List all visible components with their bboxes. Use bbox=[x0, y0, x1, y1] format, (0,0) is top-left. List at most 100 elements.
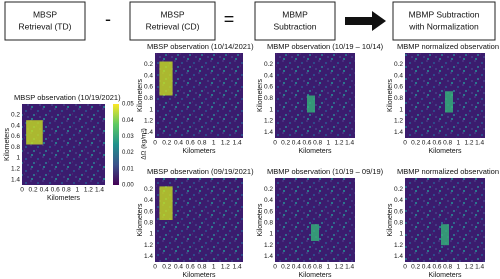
y-axis-label: Kilometers bbox=[137, 78, 144, 112]
y-tick-label: 1.4 bbox=[394, 253, 403, 260]
y-tick-label: 0.2 bbox=[394, 61, 403, 68]
x-tick-label: 0.6 bbox=[302, 264, 311, 271]
colorbar-label: ΔΩ (kg/m²) bbox=[141, 128, 148, 160]
arrow bbox=[345, 11, 386, 31]
y-tick-label: 0.2 bbox=[144, 186, 153, 193]
x-axis-label: Kilometers bbox=[298, 148, 332, 155]
step-box bbox=[4, 1, 86, 41]
y-tick-label: 0.2 bbox=[144, 61, 153, 68]
y-tick-label: 0.4 bbox=[394, 72, 403, 79]
x-tick-label: 0.6 bbox=[186, 140, 195, 147]
x-tick-label: 0.4 bbox=[174, 140, 183, 147]
x-tick-label: 0.4 bbox=[40, 187, 49, 194]
y-tick-label: 1.4 bbox=[144, 129, 153, 136]
y-tick-label: 1 bbox=[149, 106, 153, 113]
y-tick-label: 0.4 bbox=[264, 197, 273, 204]
y-tick-label: 1.4 bbox=[264, 253, 273, 260]
y-tick-label: 0.8 bbox=[394, 95, 403, 102]
step-box bbox=[254, 1, 336, 41]
y-axis-label: Kilometers bbox=[387, 203, 394, 237]
x-tick-label: 0.4 bbox=[292, 264, 301, 271]
step-label: with Normalization bbox=[408, 21, 479, 31]
panel-title: MBSP observation (10/19/2021) bbox=[14, 93, 121, 102]
y-tick-label: 0.2 bbox=[394, 186, 403, 193]
y-tick-label: 1.2 bbox=[144, 242, 153, 249]
y-tick-label: 1.2 bbox=[394, 242, 403, 249]
heatmap-feature bbox=[159, 61, 173, 96]
x-tick-label: 1.4 bbox=[475, 140, 484, 147]
step-label: MBMP Subtraction bbox=[409, 9, 480, 19]
x-axis-label: Kilometers bbox=[182, 148, 216, 155]
x-tick-label: 1.2 bbox=[464, 140, 473, 147]
x-tick-label: 1.4 bbox=[345, 264, 354, 271]
operator: - bbox=[105, 9, 111, 29]
x-tick-label: 1.2 bbox=[464, 264, 473, 271]
x-tick-label: 0.2 bbox=[162, 140, 171, 147]
x-tick-label: 1 bbox=[212, 140, 216, 147]
y-tick-label: 0.6 bbox=[264, 84, 273, 91]
step-label: Retrieval (TD) bbox=[19, 21, 72, 31]
panel-title: MBMP normalized observation bbox=[397, 167, 499, 176]
x-axis-label: Kilometers bbox=[182, 272, 216, 279]
heatmap-feature bbox=[26, 120, 43, 145]
colorbar-tick-label: 0.03 bbox=[122, 134, 134, 140]
y-tick-label: 1 bbox=[399, 231, 403, 238]
step-label: Retrieval (CD) bbox=[146, 21, 200, 31]
x-tick-label: 0.2 bbox=[162, 264, 171, 271]
x-tick-label: 0.4 bbox=[292, 140, 301, 147]
x-tick-label: 1 bbox=[212, 264, 216, 271]
x-tick-label: 0.2 bbox=[411, 140, 420, 147]
x-tick-label: 0.6 bbox=[51, 187, 60, 194]
y-tick-label: 1.2 bbox=[144, 118, 153, 125]
x-tick-label: 0.4 bbox=[174, 264, 183, 271]
y-axis-label: Kilometers bbox=[387, 78, 394, 112]
x-tick-label: 0.8 bbox=[443, 140, 452, 147]
step-box bbox=[392, 1, 496, 41]
x-tick-label: 1 bbox=[327, 264, 331, 271]
y-tick-label: 0.4 bbox=[144, 197, 153, 204]
colorbar-tick-label: 0.05 bbox=[122, 102, 134, 108]
y-tick-label: 1.4 bbox=[144, 253, 153, 260]
x-tick-label: 0.2 bbox=[281, 140, 290, 147]
x-tick-label: 1.2 bbox=[334, 140, 343, 147]
x-axis-label: Kilometers bbox=[298, 272, 332, 279]
heatmap-feature bbox=[311, 224, 319, 241]
y-tick-label: 0.8 bbox=[144, 220, 153, 227]
y-tick-label: 0.4 bbox=[394, 197, 403, 204]
x-tick-label: 0 bbox=[403, 140, 407, 147]
y-tick-label: 1.2 bbox=[264, 118, 273, 125]
step-box bbox=[129, 1, 216, 41]
operator: = bbox=[224, 9, 235, 29]
y-tick-label: 0.6 bbox=[144, 208, 153, 215]
x-tick-label: 1.2 bbox=[334, 264, 343, 271]
x-tick-label: 0.2 bbox=[29, 187, 38, 194]
y-tick-label: 1.4 bbox=[264, 129, 273, 136]
heatmap bbox=[275, 178, 355, 262]
step-label: MBMP bbox=[282, 9, 308, 19]
x-tick-label: 0 bbox=[273, 140, 277, 147]
y-tick-label: 1 bbox=[16, 155, 20, 162]
x-tick-label: 0 bbox=[153, 140, 157, 147]
y-tick-label: 1.2 bbox=[11, 166, 20, 173]
y-tick-label: 1.2 bbox=[394, 118, 403, 125]
x-tick-label: 0 bbox=[20, 187, 24, 194]
x-tick-label: 0.8 bbox=[197, 264, 206, 271]
x-tick-label: 1.4 bbox=[233, 140, 242, 147]
x-tick-label: 1.4 bbox=[233, 264, 242, 271]
x-tick-label: 0.6 bbox=[432, 140, 441, 147]
y-tick-label: 0.6 bbox=[394, 208, 403, 215]
step-label: MBSP bbox=[160, 9, 184, 19]
y-tick-label: 0.8 bbox=[264, 95, 273, 102]
step-label: MBSP bbox=[33, 9, 57, 19]
y-axis-label: Kilometers bbox=[257, 203, 264, 237]
y-tick-label: 0.6 bbox=[394, 84, 403, 91]
panel-title: MBMP observation (10/19 – 10/14) bbox=[267, 42, 384, 51]
y-tick-label: 0.4 bbox=[144, 72, 153, 79]
x-tick-label: 1.4 bbox=[95, 187, 104, 194]
panel-title: MBMP normalized observation bbox=[397, 42, 499, 51]
y-tick-label: 0.2 bbox=[11, 112, 20, 119]
x-tick-label: 1.2 bbox=[221, 264, 230, 271]
panel-title: MBMP observation (10/19 – 09/19) bbox=[267, 167, 384, 176]
x-tick-label: 0.2 bbox=[411, 264, 420, 271]
y-axis-label: Kilometers bbox=[137, 203, 144, 237]
